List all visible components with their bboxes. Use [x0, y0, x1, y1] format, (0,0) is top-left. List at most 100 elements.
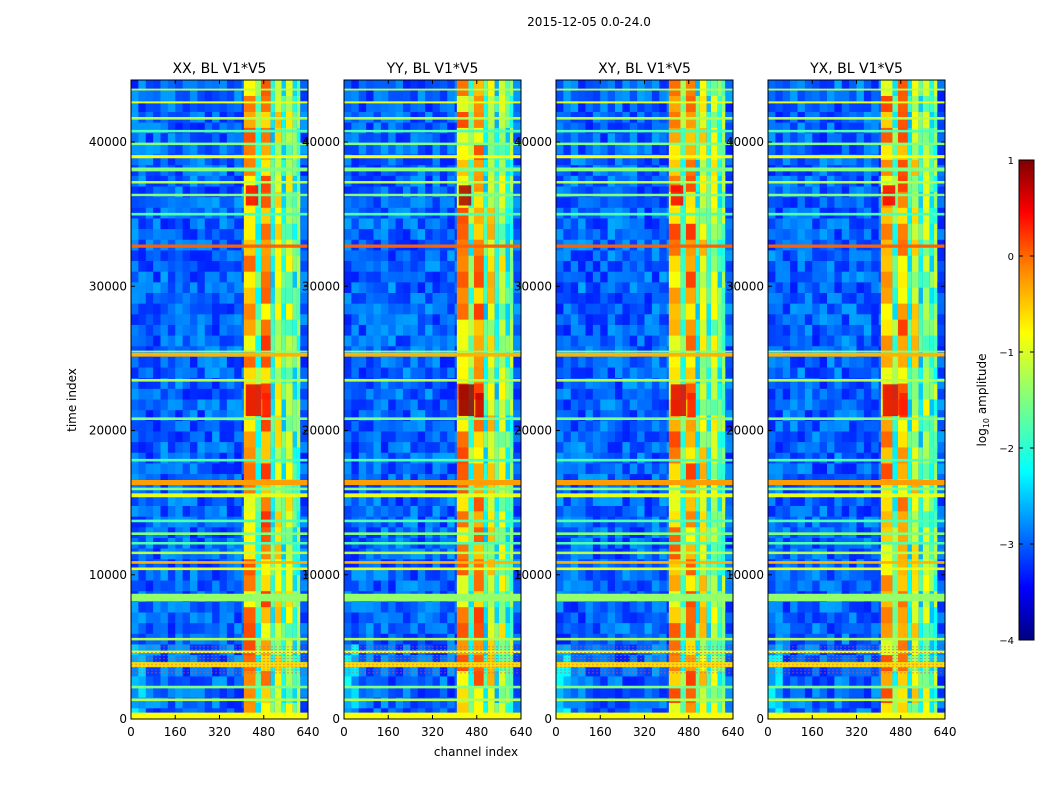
heatmap-cell	[145, 90, 154, 102]
heatmap-cell	[153, 388, 161, 400]
rfi-segment	[473, 639, 484, 656]
heatmap-cell	[366, 186, 374, 198]
heatmap-cell	[447, 623, 456, 635]
rfi-segment	[270, 95, 275, 113]
heatmap-cell	[153, 495, 161, 507]
heatmap-cell	[637, 335, 645, 347]
rfi-segment	[498, 703, 506, 720]
heatmap-cells	[131, 80, 309, 720]
heatmap-cell	[153, 463, 161, 475]
heatmap-cell	[637, 314, 645, 326]
heatmap-cell	[226, 356, 235, 368]
heatmap-cell	[366, 399, 374, 411]
heatmap-cell	[439, 282, 448, 294]
heatmap-cell	[138, 420, 147, 432]
heatmap-cell	[373, 122, 382, 134]
rfi-segment	[285, 207, 293, 225]
heatmap-cell	[234, 122, 243, 134]
heatmap-cell	[219, 569, 228, 581]
heatmap-cell	[138, 601, 147, 613]
heatmap-cell	[366, 293, 374, 305]
rfi-channel-band	[505, 80, 510, 720]
heatmap-cell	[644, 474, 653, 486]
heatmap-cell	[226, 367, 235, 379]
heatmap-cell	[182, 122, 191, 134]
rfi-segment	[456, 431, 469, 448]
heatmap-cell	[197, 154, 206, 166]
heatmap-cell	[219, 133, 228, 145]
x-tick-label: 160	[164, 725, 187, 739]
rfi-segment	[243, 303, 256, 321]
heatmap-cell	[410, 314, 419, 326]
heatmap-cell	[219, 495, 228, 507]
rfi-segment	[292, 543, 297, 560]
heatmap-cell	[447, 261, 456, 273]
heatmap-cell	[234, 431, 243, 443]
heatmap-cell	[410, 580, 419, 592]
rfi-segment	[274, 271, 282, 289]
heatmap-cell	[570, 495, 579, 507]
heatmap-cell	[592, 442, 601, 454]
heatmap-cell	[182, 601, 191, 613]
heatmap-cell	[410, 388, 419, 400]
heatmap-cell	[578, 420, 586, 432]
heatmap-cell	[131, 612, 139, 624]
rfi-segment	[255, 143, 261, 161]
rfi-segment	[498, 351, 506, 368]
heatmap-cell	[622, 143, 631, 155]
heatmap-cell	[219, 442, 228, 454]
rfi-segment	[505, 255, 510, 273]
heatmap-cell	[380, 122, 389, 134]
rfi-segment	[509, 239, 514, 257]
heatmap-cell	[204, 197, 213, 209]
heatmap-cell	[615, 101, 623, 113]
rfi-segment	[270, 207, 275, 225]
heatmap-cell	[190, 197, 198, 209]
heatmap-cell	[145, 655, 154, 667]
rfi-segment	[483, 351, 488, 368]
heatmap-cell	[190, 410, 198, 422]
heatmap-cell	[167, 335, 176, 347]
rfi-segment	[505, 463, 510, 480]
heatmap-cell	[204, 431, 213, 443]
panel-title: YY, BL V1*V5	[386, 61, 479, 77]
heatmap-cell	[578, 218, 586, 230]
heatmap-cell	[570, 261, 579, 273]
heatmap-cell	[388, 143, 397, 155]
heatmap-cell	[358, 303, 367, 315]
heatmap-cell	[629, 367, 638, 379]
heatmap-cell	[615, 474, 623, 486]
heatmap-cell	[212, 697, 220, 709]
rfi-segment	[285, 687, 293, 704]
heatmap-cell	[563, 271, 572, 283]
heatmap-cell	[651, 569, 660, 581]
heatmap-cell	[226, 218, 235, 230]
heatmap-cell	[578, 559, 586, 571]
heatmap-cell	[160, 623, 169, 635]
heatmap-cell	[629, 133, 638, 145]
heatmap-cell	[585, 261, 594, 273]
rfi-segment	[270, 687, 275, 704]
heatmap-cell	[644, 250, 653, 262]
heatmap-cell	[197, 101, 206, 113]
rfi-segment	[509, 639, 514, 656]
heatmap-cell	[403, 431, 411, 443]
heatmap-cell	[447, 282, 456, 294]
heatmap-cell	[344, 420, 352, 432]
rfi-segment	[473, 559, 484, 576]
heatmap-cell	[629, 218, 638, 230]
heatmap-cell	[585, 324, 594, 336]
heatmap-cell	[629, 80, 638, 92]
heatmap-cell	[644, 367, 653, 379]
heatmap-cell	[145, 676, 154, 688]
heatmap-cell	[403, 282, 411, 294]
heatmap-cell	[607, 463, 616, 475]
heatmap-cell	[725, 463, 734, 475]
heatmap-cell	[425, 293, 433, 305]
rfi-segment	[473, 383, 484, 400]
rfi-segment	[494, 495, 499, 512]
heatmap-cell	[592, 612, 601, 624]
rfi-segment	[509, 367, 514, 384]
heatmap-cell	[197, 303, 206, 315]
rfi-segment	[243, 271, 256, 289]
